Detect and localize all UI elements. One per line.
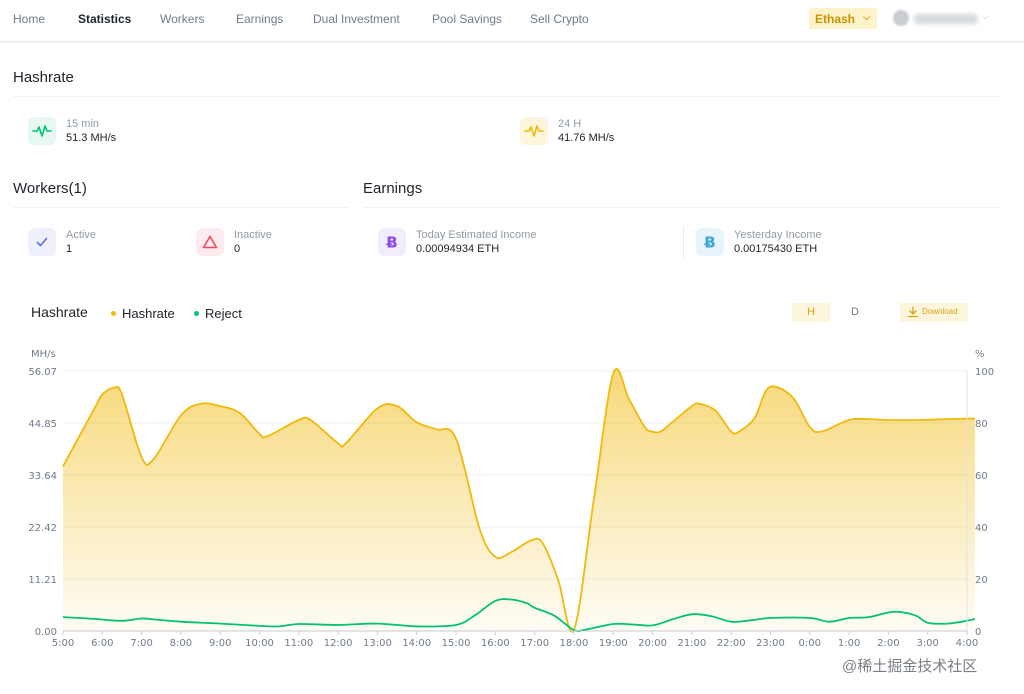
x-tick-label: 5:00 xyxy=(52,638,74,649)
y-tick-label: 11.21 xyxy=(28,575,57,586)
bitcoin-icon: Ƀ xyxy=(378,228,406,256)
toggle-hour[interactable]: H xyxy=(792,303,830,322)
legend-label: Reject xyxy=(205,306,242,321)
stat-value: 0 xyxy=(234,243,241,255)
x-tick-label: 2:00 xyxy=(877,638,899,649)
svg-text:Ƀ: Ƀ xyxy=(704,234,715,252)
nav-statistics[interactable]: Statistics xyxy=(78,12,132,26)
y-tick-label: 22.42 xyxy=(28,523,57,534)
nav-dual-investment[interactable]: Dual Investment xyxy=(313,12,400,26)
x-tick-label: 0:00 xyxy=(799,638,821,649)
nav-earnings[interactable]: Earnings xyxy=(236,12,284,26)
y2-tick-label: 40 xyxy=(975,523,988,534)
check-icon xyxy=(28,228,56,256)
x-tick-label: 19:00 xyxy=(599,638,628,649)
y-tick-label: 56.07 xyxy=(28,367,57,378)
legend-label: Hashrate xyxy=(122,306,175,321)
stat-label: Active xyxy=(66,229,96,241)
x-axis-ticks: 5:00 6:00 7:00 8:00 9:00 10:00 11:00 12:00 13:00… xyxy=(52,631,978,649)
stat-value: 1 xyxy=(66,243,73,255)
x-tick-label: 20:00 xyxy=(638,638,667,649)
legend-reject[interactable]: Reject xyxy=(194,306,242,321)
download-label: Download xyxy=(922,307,958,316)
workers-section-title: Workers(1) xyxy=(13,180,87,197)
x-tick-label: 14:00 xyxy=(402,638,431,649)
divider xyxy=(683,226,684,258)
x-tick-label: 16:00 xyxy=(481,638,510,649)
stat-value: 41.76 MH/s xyxy=(558,132,615,144)
hashrate-chart: MH/s % 0.00 11.21 22.42 33.64 44.85 56.07 0 20… xyxy=(28,349,994,649)
hashrate-section-title: Hashrate xyxy=(13,69,74,86)
x-tick-label: 22:00 xyxy=(717,638,746,649)
x-tick-label: 3:00 xyxy=(916,638,938,649)
x-tick-label: 4:00 xyxy=(956,638,978,649)
nav-pool-savings[interactable]: Pool Savings xyxy=(432,12,503,26)
algorithm-value: Ethash xyxy=(815,12,856,26)
stat-label: Inactive xyxy=(234,229,272,241)
toggle-day[interactable]: D xyxy=(851,306,859,318)
y2-axis-unit-label: % xyxy=(975,349,985,360)
workers-card: Active 1 Inactive 0 xyxy=(13,207,349,273)
download-button[interactable]: Download xyxy=(900,303,968,322)
y-axis-unit-label: MH/s xyxy=(31,349,56,360)
y-tick-label: 44.85 xyxy=(28,419,57,430)
nav-sell-crypto[interactable]: Sell Crypto xyxy=(530,12,589,26)
x-tick-label: 7:00 xyxy=(130,638,152,649)
x-tick-label: 15:00 xyxy=(442,638,471,649)
stat-value: 0.00175430 ETH xyxy=(734,243,818,255)
x-tick-label: 12:00 xyxy=(324,638,353,649)
x-tick-label: 1:00 xyxy=(838,638,860,649)
warning-icon xyxy=(196,228,224,256)
x-tick-label: 13:00 xyxy=(363,638,392,649)
x-tick-label: 8:00 xyxy=(170,638,192,649)
watermark: @稀土掘金技术社区 xyxy=(842,658,978,675)
pulse-icon xyxy=(28,117,56,145)
chevron-down-icon: ⌵ xyxy=(982,11,989,21)
legend-dot xyxy=(194,311,199,317)
chevron-down-icon: ⌵ xyxy=(863,12,870,22)
x-tick-label: 10:00 xyxy=(245,638,274,649)
x-tick-label: 11:00 xyxy=(284,638,313,649)
x-tick-label: 23:00 xyxy=(756,638,785,649)
hashrate-series-line xyxy=(62,368,975,633)
y-tick-label: 33.64 xyxy=(28,471,57,482)
stat-label: 15 min xyxy=(66,118,100,130)
pulse-icon xyxy=(520,117,548,145)
account-menu[interactable]: ⌵ xyxy=(890,10,1002,28)
x-tick-label: 17:00 xyxy=(520,638,549,649)
hashrate-card: 15 min 51.3 MH/s 24 H 41.76 MH/s xyxy=(13,96,1000,162)
y2-tick-label: 60 xyxy=(975,471,988,482)
stat-label: Yesterday Income xyxy=(734,229,822,241)
y-tick-label: 0.00 xyxy=(35,627,57,638)
legend-hashrate[interactable]: Hashrate xyxy=(111,306,175,321)
y2-tick-label: 100 xyxy=(975,367,994,378)
y2-axis-ticks: 0 20 40 60 80 100 xyxy=(975,367,994,638)
svg-text:Ƀ: Ƀ xyxy=(386,234,397,252)
chart-title: Hashrate xyxy=(31,304,88,320)
y2-tick-label: 0 xyxy=(975,627,981,638)
top-navigation: Home Statistics Workers Earnings Dual In… xyxy=(0,0,1024,42)
x-tick-label: 6:00 xyxy=(91,638,113,649)
x-tick-label: 9:00 xyxy=(209,638,231,649)
earnings-card: Ƀ Today Estimated Income 0.00094934 ETH … xyxy=(363,207,1000,273)
nav-workers[interactable]: Workers xyxy=(160,12,205,26)
stat-value: 51.3 MH/s xyxy=(66,132,117,144)
y2-tick-label: 80 xyxy=(975,419,988,430)
earnings-section-title: Earnings xyxy=(363,180,423,197)
algorithm-select[interactable]: Ethash ⌵ xyxy=(809,8,877,29)
nav-home[interactable]: Home xyxy=(13,12,46,26)
y2-tick-label: 20 xyxy=(975,575,988,586)
account-name-redacted xyxy=(914,14,978,24)
bitcoin-icon: Ƀ xyxy=(696,228,724,256)
legend-dot xyxy=(111,311,116,317)
download-icon xyxy=(907,306,919,318)
stat-label: Today Estimated Income xyxy=(416,229,537,241)
x-tick-label: 21:00 xyxy=(677,638,706,649)
stat-value: 0.00094934 ETH xyxy=(416,243,500,255)
avatar xyxy=(893,10,909,26)
stat-label: 24 H xyxy=(558,118,582,130)
hashrate-area xyxy=(63,368,975,632)
x-tick-label: 18:00 xyxy=(560,638,589,649)
y-axis-ticks: 0.00 11.21 22.42 33.64 44.85 56.07 xyxy=(28,367,57,638)
